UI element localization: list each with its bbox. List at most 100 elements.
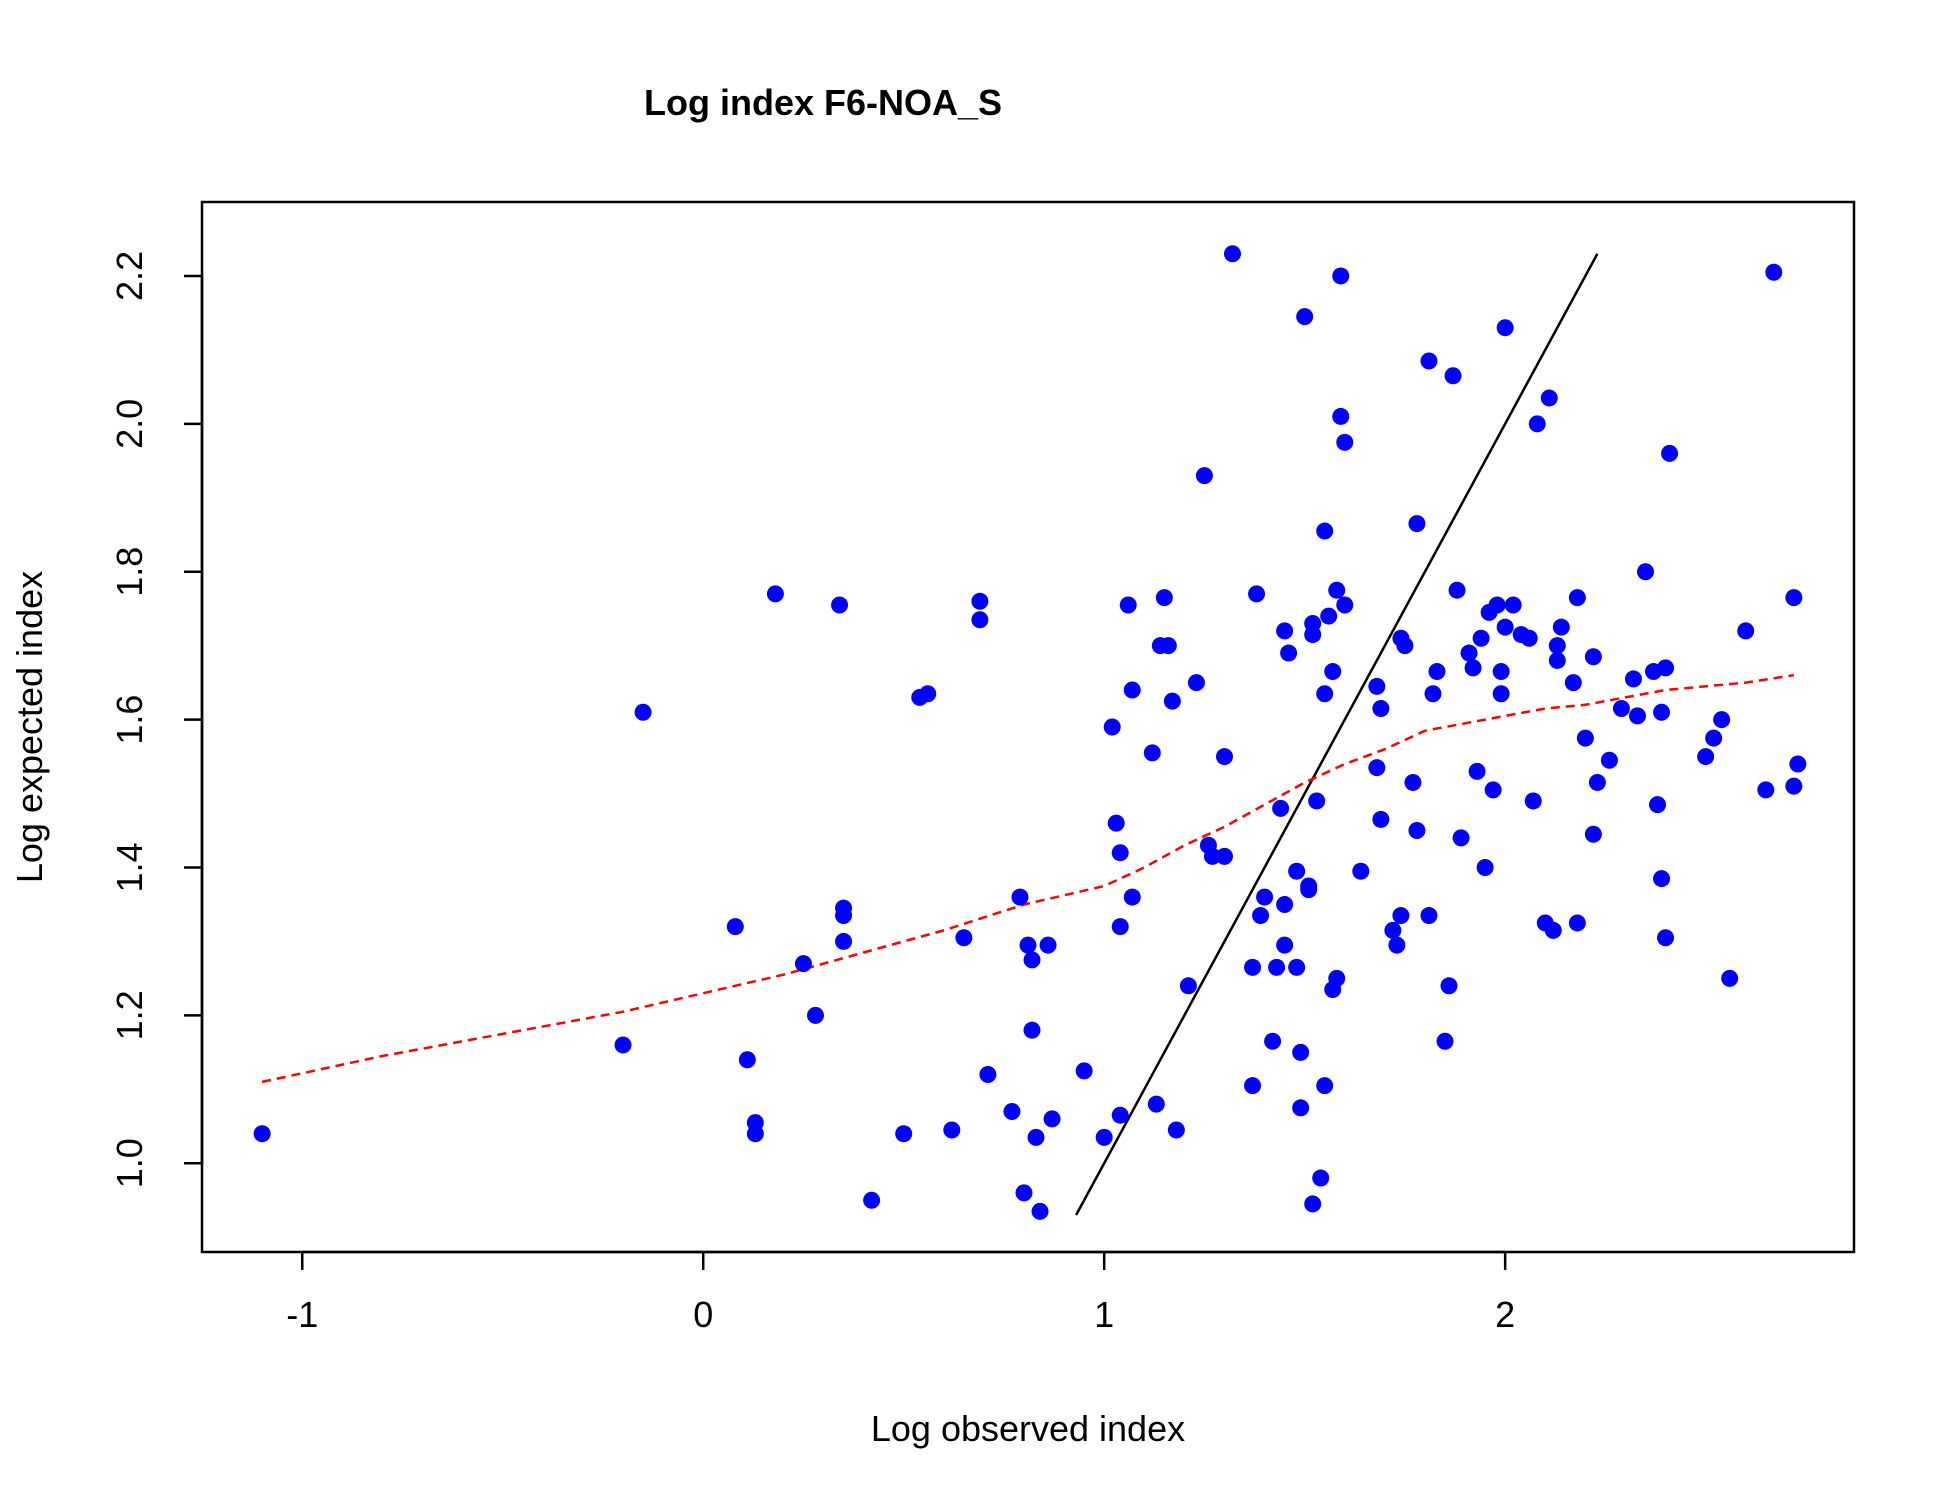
data-point bbox=[1272, 799, 1290, 817]
data-point bbox=[1492, 685, 1510, 703]
data-point bbox=[1123, 888, 1141, 906]
data-point bbox=[1576, 729, 1594, 747]
data-point bbox=[1215, 847, 1233, 865]
data-point bbox=[971, 611, 989, 629]
data-point bbox=[1123, 681, 1141, 699]
data-point bbox=[1027, 1128, 1045, 1146]
data-point bbox=[726, 918, 744, 936]
data-point bbox=[1276, 622, 1294, 640]
data-point bbox=[1336, 596, 1354, 614]
data-point bbox=[1276, 936, 1294, 954]
data-point bbox=[1203, 847, 1221, 865]
x-axis: -1 0 1 2 bbox=[286, 1250, 1515, 1335]
data-point bbox=[1268, 958, 1286, 976]
data-point bbox=[1107, 814, 1125, 832]
data-point bbox=[835, 932, 853, 950]
data-point bbox=[1661, 444, 1679, 462]
data-point bbox=[1460, 644, 1478, 662]
data-point bbox=[1244, 958, 1262, 976]
data-point bbox=[1075, 1062, 1093, 1080]
y-tick-label: 1.6 bbox=[109, 695, 150, 745]
data-point bbox=[1304, 614, 1322, 632]
y-tick-label: 2.2 bbox=[109, 251, 150, 301]
data-point bbox=[794, 955, 812, 973]
data-point bbox=[1721, 969, 1739, 987]
data-point bbox=[1111, 844, 1129, 862]
data-point bbox=[1023, 951, 1041, 969]
data-point bbox=[1043, 1110, 1061, 1128]
data-point bbox=[1789, 755, 1807, 773]
data-point bbox=[1657, 929, 1675, 947]
data-point bbox=[1119, 596, 1137, 614]
data-point bbox=[1159, 637, 1177, 655]
data-point bbox=[1649, 796, 1667, 814]
data-point bbox=[766, 585, 784, 603]
data-point bbox=[1388, 936, 1406, 954]
data-point bbox=[1548, 651, 1566, 669]
data-point bbox=[1600, 751, 1618, 769]
data-point bbox=[1308, 792, 1326, 810]
data-point bbox=[1705, 729, 1723, 747]
data-point bbox=[1316, 685, 1334, 703]
data-point bbox=[1292, 1099, 1310, 1117]
data-point bbox=[253, 1125, 271, 1143]
data-point bbox=[1336, 433, 1354, 451]
data-point bbox=[1657, 659, 1675, 677]
data-point bbox=[1552, 618, 1570, 636]
data-point bbox=[1472, 629, 1490, 647]
data-point bbox=[1372, 810, 1390, 828]
data-point bbox=[738, 1051, 756, 1069]
data-point bbox=[1713, 711, 1731, 729]
data-point bbox=[1496, 319, 1514, 337]
data-point bbox=[1524, 792, 1542, 810]
data-point bbox=[1288, 958, 1306, 976]
data-point bbox=[1785, 777, 1803, 795]
data-point bbox=[614, 1036, 632, 1054]
y-axis-label: Log expected index bbox=[9, 571, 50, 883]
data-point bbox=[1103, 718, 1121, 736]
plot-area bbox=[253, 245, 1807, 1220]
x-tick-label: 1 bbox=[1094, 1294, 1114, 1335]
data-point bbox=[831, 596, 849, 614]
data-point bbox=[1548, 637, 1566, 655]
data-point bbox=[1757, 781, 1775, 799]
data-point bbox=[1428, 663, 1446, 681]
data-point bbox=[1588, 773, 1606, 791]
y-tick-label: 1.4 bbox=[109, 842, 150, 892]
data-point bbox=[1332, 267, 1350, 285]
data-point bbox=[943, 1121, 961, 1139]
data-point bbox=[1697, 748, 1715, 766]
data-point bbox=[1420, 907, 1438, 925]
data-point bbox=[1264, 1032, 1282, 1050]
data-point bbox=[1328, 969, 1346, 987]
data-point bbox=[835, 907, 853, 925]
data-point bbox=[634, 703, 652, 721]
data-point bbox=[1147, 1095, 1165, 1113]
data-point bbox=[1628, 707, 1646, 725]
data-point bbox=[1288, 862, 1306, 880]
data-point bbox=[1244, 1077, 1262, 1095]
data-point bbox=[1765, 263, 1783, 281]
data-point bbox=[1195, 467, 1213, 485]
data-point bbox=[1316, 1077, 1334, 1095]
data-point bbox=[1368, 677, 1386, 695]
data-point bbox=[1304, 1195, 1322, 1213]
data-point bbox=[1492, 663, 1510, 681]
data-point bbox=[1328, 581, 1346, 599]
data-point bbox=[1143, 744, 1161, 762]
data-point bbox=[1320, 607, 1338, 625]
data-point bbox=[1352, 862, 1370, 880]
data-point bbox=[1167, 1121, 1185, 1139]
data-point bbox=[1496, 618, 1514, 636]
data-point bbox=[1300, 877, 1318, 895]
data-point bbox=[1280, 644, 1298, 662]
data-point bbox=[1584, 648, 1602, 666]
data-point bbox=[746, 1125, 764, 1143]
data-point bbox=[1215, 748, 1233, 766]
data-point bbox=[1568, 589, 1586, 607]
data-point bbox=[1296, 308, 1314, 326]
data-point bbox=[1179, 977, 1197, 995]
data-point bbox=[1544, 921, 1562, 939]
data-point bbox=[1316, 522, 1334, 540]
data-point bbox=[1484, 781, 1502, 799]
